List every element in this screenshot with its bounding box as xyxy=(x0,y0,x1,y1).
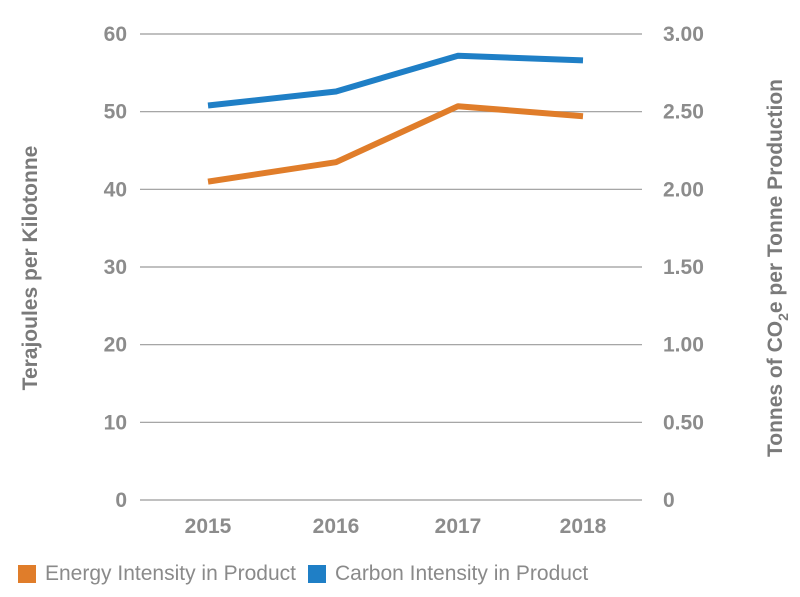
y-axis-left-title: Terajoules per Kilotonne xyxy=(19,146,42,391)
y-tick-label: 40 xyxy=(104,178,127,201)
y2-tick-label: 3.00 xyxy=(663,23,704,46)
y-tick-label: 50 xyxy=(104,101,127,124)
legend-item-energy: Energy Intensity in Product xyxy=(18,562,296,586)
series-lines xyxy=(207,52,584,185)
y-axis-left-ticks: 0 10 20 30 40 50 60 xyxy=(104,23,127,512)
x-tick-label: 2015 xyxy=(185,515,232,538)
x-tick-label: 2018 xyxy=(560,515,607,538)
series-line-carbon xyxy=(207,52,584,109)
legend-label-energy: Energy Intensity in Product xyxy=(45,562,296,585)
y2-tick-label: 1.50 xyxy=(663,256,704,279)
x-tick-label: 2016 xyxy=(313,515,360,538)
y2-title-sub: 2 xyxy=(775,313,791,321)
y-tick-label: 0 xyxy=(115,489,127,512)
y2-tick-label: 2.50 xyxy=(663,101,704,124)
y2-tick-label: 2.00 xyxy=(663,178,704,201)
y2-tick-label: 0 xyxy=(663,489,675,512)
x-tick-label: 2017 xyxy=(435,515,482,538)
y-axis-right-ticks: 0 0.50 1.00 1.50 2.00 2.50 3.00 xyxy=(663,23,704,512)
series-line-energy xyxy=(207,103,584,185)
y-tick-label: 20 xyxy=(104,334,127,357)
y-tick-label: 10 xyxy=(104,411,127,434)
gridlines xyxy=(140,33,642,501)
y2-tick-label: 0.50 xyxy=(663,411,704,434)
y2-title-post: e per Tonne Production xyxy=(764,79,787,313)
y2-title-pre: Tonnes of CO xyxy=(764,321,787,457)
legend-swatch-energy xyxy=(18,565,36,583)
y-tick-label: 30 xyxy=(104,256,127,279)
legend-swatch-carbon xyxy=(307,565,326,583)
y2-tick-label: 1.00 xyxy=(663,334,704,357)
legend-label-carbon: Carbon Intensity in Product xyxy=(334,562,589,585)
x-axis-ticks: 2015 2016 2017 2018 xyxy=(185,515,607,538)
legend-item-carbon: Carbon Intensity in Product xyxy=(307,562,589,586)
y-axis-right-title: Tonnes of CO2e per Tonne Production xyxy=(764,79,791,457)
legend: Energy Intensity in Product Carbon Inten… xyxy=(18,562,600,586)
y-tick-label: 60 xyxy=(104,23,127,46)
